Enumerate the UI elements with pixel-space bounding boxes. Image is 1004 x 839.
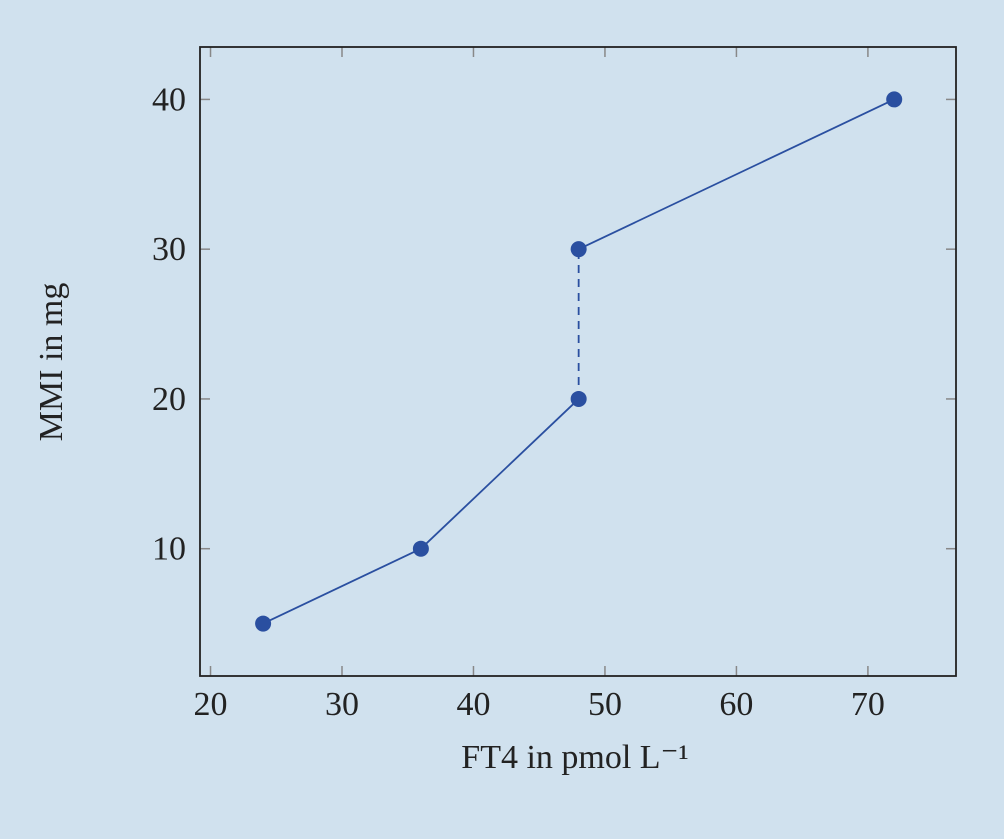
y-tick-label: 10	[152, 531, 186, 568]
x-tick-label: 50	[588, 686, 622, 723]
x-tick-label: 70	[851, 686, 885, 723]
x-axis-label: FT4 in pmol L⁻¹	[461, 739, 688, 776]
y-tick-label: 40	[152, 81, 186, 118]
x-tick-label: 30	[325, 686, 359, 723]
data-point	[570, 390, 587, 407]
y-tick-label: 30	[152, 231, 186, 268]
y-tick-label: 20	[152, 381, 186, 418]
x-tick-label: 40	[456, 686, 490, 723]
line-segment	[262, 547, 422, 625]
data-point	[412, 540, 429, 557]
data-point	[570, 241, 587, 258]
data-point	[255, 615, 272, 632]
x-tick-label: 20	[194, 686, 228, 723]
data-point	[886, 91, 903, 108]
y-axis-label: MMI in mg	[33, 283, 70, 442]
plot-frame	[199, 46, 957, 677]
line-segment	[420, 398, 580, 550]
line-segment	[578, 98, 895, 250]
x-tick-label: 60	[719, 686, 753, 723]
